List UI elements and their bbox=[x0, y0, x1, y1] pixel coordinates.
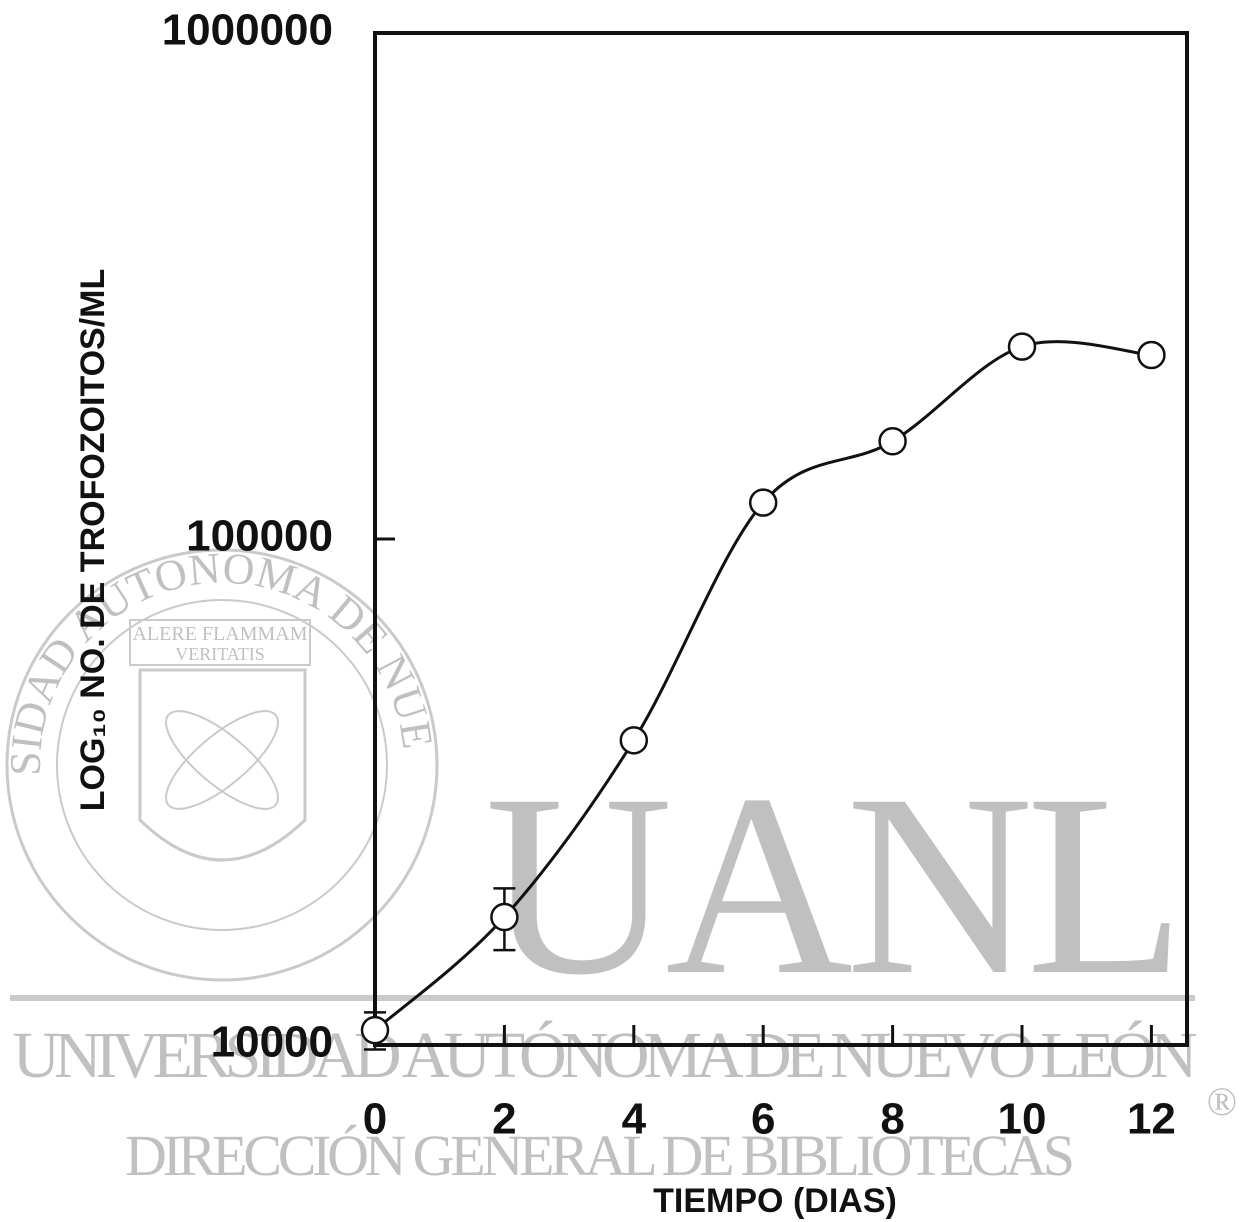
y-tick-label: 10000 bbox=[211, 1018, 333, 1067]
watermark-uanl: UANL bbox=[485, 741, 1185, 1029]
marker bbox=[619, 726, 649, 755]
x-tick-label: 0 bbox=[363, 1095, 387, 1144]
marker bbox=[1007, 332, 1037, 361]
x-tick-label: 6 bbox=[751, 1095, 775, 1144]
seal-banner bbox=[129, 619, 311, 666]
x-tick-label: 8 bbox=[880, 1095, 904, 1144]
marker bbox=[1137, 340, 1166, 370]
x-tick-label: 10 bbox=[998, 1095, 1047, 1144]
marker bbox=[878, 427, 907, 456]
seal-motto: VERITATIS bbox=[175, 644, 265, 664]
seal-shield bbox=[138, 668, 307, 862]
x-tick-label: 2 bbox=[492, 1095, 516, 1144]
y-axis-label: LOG₁₀ NO. DE TROFOZOITOS/ML bbox=[74, 269, 112, 812]
seal-atom bbox=[165, 710, 279, 810]
marker bbox=[360, 1015, 390, 1045]
watermark-rule bbox=[10, 995, 1195, 1001]
seal-ring bbox=[5, 548, 439, 982]
y-tick-label: 1000000 bbox=[162, 6, 333, 55]
watermark-line: DIRECCIÓN GENERAL DE BIBLIOTECAS bbox=[125, 1123, 1075, 1188]
seal-atom bbox=[165, 710, 279, 810]
x-tick-label: 4 bbox=[622, 1095, 647, 1144]
x-axis-label: TIEMPO (DIAS) bbox=[653, 1182, 897, 1220]
x-tick-label: 12 bbox=[1127, 1095, 1176, 1144]
marker bbox=[748, 488, 778, 517]
watermark-registered: ® bbox=[1207, 1079, 1237, 1124]
marker bbox=[490, 902, 519, 932]
watermark-line: UNIVERSIDAD AUTÓNOMA DE NUEVO LEÓN bbox=[13, 1019, 1198, 1092]
y-tick-label: 100000 bbox=[186, 512, 333, 561]
seal-motto: ALERE FLAMMAM bbox=[132, 623, 307, 645]
seal-inner-ring bbox=[56, 599, 388, 931]
watermark: UNIVERSIDAD AUTONOMA DE NUEVO LEON ALERE… bbox=[0, 0, 1237, 1188]
